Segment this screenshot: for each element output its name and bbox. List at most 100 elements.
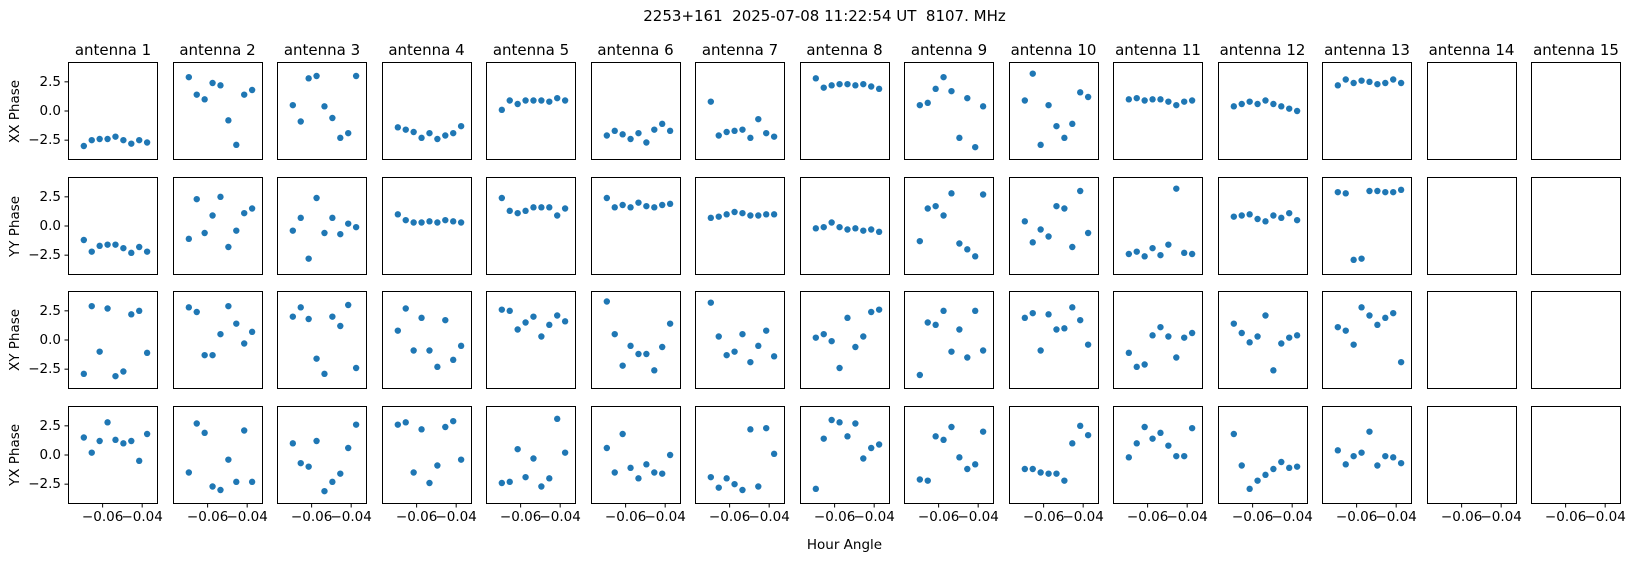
data-point: [498, 479, 506, 486]
data-point: [972, 460, 979, 468]
data-point: [402, 418, 409, 426]
data-point: [1230, 103, 1237, 110]
data-point: [449, 417, 456, 424]
data-point: [634, 198, 642, 206]
panel-yy-antenna-1: 2.5 0.0 −2.5: [28, 176, 158, 275]
data-point: [433, 461, 441, 469]
data-point: [1358, 448, 1365, 456]
data-point: [1173, 101, 1180, 109]
data-point: [96, 135, 103, 143]
data-point: [1374, 187, 1381, 194]
data-point: [843, 432, 851, 440]
data-point: [554, 211, 561, 219]
data-point: [723, 210, 730, 218]
data-point: [924, 99, 931, 107]
data-point: [1374, 80, 1381, 88]
data-point: [1285, 209, 1292, 216]
data-point: [707, 473, 715, 480]
data-point: [1277, 458, 1284, 465]
y-tick-label: 2.5: [40, 188, 61, 204]
panel-xy-antenna-8: [799, 291, 890, 389]
data-point: [120, 136, 127, 144]
data-point: [417, 314, 425, 322]
data-point: [611, 468, 618, 476]
data-point: [618, 362, 626, 369]
panel-border: [1322, 405, 1412, 504]
panel-xx-antenna-5: [486, 62, 576, 160]
data-point: [1044, 469, 1052, 477]
data-point: [216, 82, 224, 89]
data-point: [770, 450, 778, 457]
x-tick-label: −0.04: [1375, 509, 1416, 525]
data-point: [972, 252, 979, 260]
panel-xy-antenna-4: [381, 291, 472, 389]
data-point: [143, 430, 151, 437]
data-point: [112, 240, 119, 248]
data-point: [916, 101, 924, 109]
data-point: [707, 299, 715, 306]
data-point: [1165, 441, 1172, 449]
data-point: [1149, 244, 1156, 251]
data-point: [1133, 439, 1140, 447]
data-point: [812, 334, 819, 341]
data-point: [916, 237, 924, 244]
panel-border: [1426, 176, 1517, 275]
panel-yy-antenna-6: [590, 176, 681, 275]
x-tick-label: −0.06: [1127, 509, 1168, 525]
panel-border: [590, 62, 681, 160]
x-tick-label: −0.06: [82, 509, 123, 525]
panel-title-antenna-1: antenna 1: [74, 41, 152, 59]
data-point: [1084, 431, 1091, 438]
data-point: [1149, 332, 1156, 339]
panel-yx-antenna-8: −0.06−0.04: [799, 405, 894, 525]
data-point: [80, 236, 88, 243]
data-point: [812, 224, 819, 232]
data-point: [1068, 439, 1075, 447]
data-point: [666, 451, 673, 458]
data-point: [875, 306, 882, 313]
data-point: [642, 202, 650, 209]
data-point: [1374, 321, 1381, 329]
data-point: [554, 415, 561, 422]
data-point: [715, 483, 722, 491]
data-point: [723, 128, 730, 136]
data-point: [297, 304, 304, 311]
data-point: [425, 479, 433, 486]
panel-yy-antenna-5: [486, 176, 576, 275]
data-point: [603, 444, 610, 451]
panel-yy-antenna-4: [381, 176, 472, 275]
data-point: [956, 326, 963, 333]
data-point: [948, 189, 955, 197]
data-point: [979, 347, 987, 354]
data-point: [193, 195, 200, 202]
data-point: [136, 243, 143, 250]
data-point: [506, 478, 513, 485]
x-tick-label: −0.04: [539, 509, 580, 525]
data-point: [200, 96, 208, 103]
data-point: [441, 216, 448, 223]
data-point: [940, 436, 947, 443]
data-point: [200, 429, 208, 436]
data-point: [642, 350, 650, 358]
data-point: [1052, 469, 1060, 477]
data-point: [80, 142, 88, 150]
panel-title-antenna-5: antenna 5: [492, 41, 570, 59]
data-point: [1181, 334, 1188, 341]
data-point: [506, 307, 513, 315]
data-point: [1181, 249, 1188, 256]
data-point: [924, 476, 931, 484]
data-point: [402, 126, 409, 133]
data-point: [1021, 314, 1028, 322]
panel-title-antenna-10: antenna 10: [1010, 41, 1097, 59]
panel-border: [1531, 405, 1621, 504]
data-point: [1076, 316, 1083, 324]
panel-yx-antenna-12: −0.06−0.04: [1217, 405, 1312, 525]
data-point: [297, 118, 304, 125]
data-point: [96, 348, 103, 355]
data-point: [409, 347, 417, 354]
panel-border: [1322, 291, 1412, 389]
panel-border: [1217, 176, 1308, 275]
data-point: [321, 229, 328, 236]
data-point: [1068, 243, 1075, 250]
panel-yx-antenna-14: −0.06−0.04: [1426, 405, 1521, 525]
